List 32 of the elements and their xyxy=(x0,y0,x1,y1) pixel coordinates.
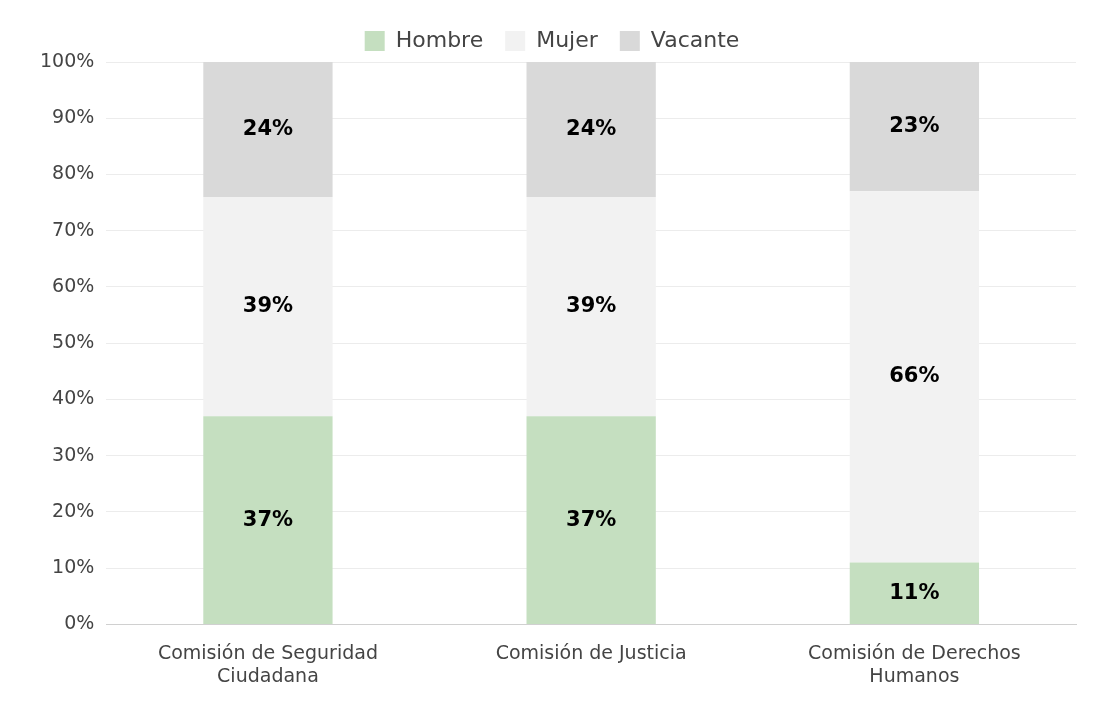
data-label: 37% xyxy=(242,506,294,531)
legend-label: Vacante xyxy=(650,26,740,52)
data-label: 37% xyxy=(566,506,617,531)
data-label: 24% xyxy=(242,115,294,140)
bar xyxy=(849,62,980,192)
data-label: 23% xyxy=(889,113,940,138)
data-label: 66% xyxy=(889,363,940,388)
x-tick-label: Comisión de Seguridad Ciudadana xyxy=(157,640,378,686)
data-label: 11% xyxy=(889,579,940,604)
y-tick-label: 90% xyxy=(52,105,95,128)
bar xyxy=(203,62,333,197)
bar xyxy=(203,416,333,624)
bar xyxy=(849,562,980,624)
x-tick-label: Comisión de Derechos Humanos xyxy=(808,640,1021,686)
y-tick-label: 0% xyxy=(64,611,95,634)
legend-label: Hombre xyxy=(395,26,484,52)
y-tick-label: 10% xyxy=(52,555,95,578)
y-tick-label: 60% xyxy=(52,273,95,296)
y-tick-label: 80% xyxy=(52,161,95,184)
y-tick-label: 40% xyxy=(52,386,95,409)
data-label: 39% xyxy=(242,293,294,318)
legend-label: Mujer xyxy=(536,26,599,52)
y-tick-label: 100% xyxy=(39,48,95,71)
y-tick-label: 30% xyxy=(52,442,95,465)
y-tick-label: 70% xyxy=(52,217,95,240)
y-tick-label: 50% xyxy=(52,330,95,353)
bar xyxy=(526,62,656,197)
y-tick-label: 20% xyxy=(52,498,95,521)
data-label: 39% xyxy=(566,293,617,318)
x-tick-label: Comisión de Justicia xyxy=(495,640,687,663)
bar xyxy=(526,416,656,624)
data-label: 24% xyxy=(566,115,617,140)
